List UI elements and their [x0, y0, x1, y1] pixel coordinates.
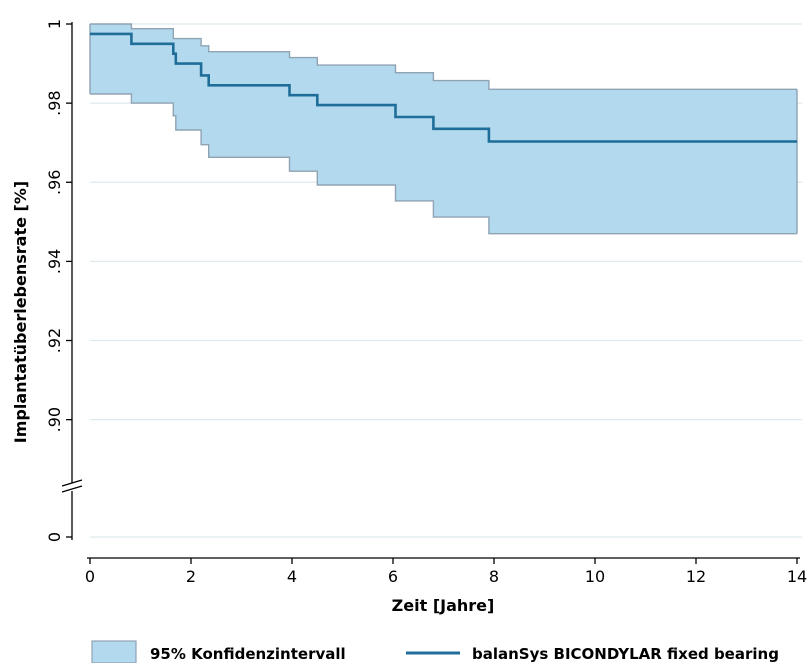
x-tick-label-0: 0	[85, 567, 95, 586]
x-tick-label-3: 6	[388, 567, 398, 586]
y-tick-label-5: 1	[45, 19, 64, 29]
y-tick-label-0: .90	[45, 407, 64, 432]
x-tick-label-4: 8	[489, 567, 499, 586]
survival-line	[90, 32, 797, 143]
x-axis-title: Zeit [Jahre]	[392, 596, 495, 615]
y-tick-label-1: .92	[45, 328, 64, 353]
legend: 95% Konfidenzintervall balanSys BICONDYL…	[91, 640, 779, 663]
x-tick-label-1: 2	[186, 567, 196, 586]
x-tick-label-6: 12	[686, 567, 706, 586]
y-tick-label-4: .98	[45, 90, 64, 115]
y-tick-label-2: .94	[45, 249, 64, 274]
y-axis-break-mark-2	[61, 485, 83, 493]
y-axis-title: Implantatüberlebensrate [%]	[11, 181, 30, 443]
legend-ci-swatch	[91, 640, 137, 663]
x-tick-label-5: 10	[585, 567, 605, 586]
axes	[61, 22, 800, 564]
x-tick-label-2: 4	[287, 567, 297, 586]
x-tick-labels: 0 2 4 6 8 10 12 14	[85, 567, 807, 586]
y-tick-labels: .90 .92 .94 .96 .98 1 0	[45, 19, 64, 542]
y-axis-break-mark-1	[61, 479, 83, 487]
y-tick-label-3: .96	[45, 170, 64, 195]
series-line-0	[90, 32, 797, 143]
legend-ci-label: 95% Konfidenzintervall	[150, 645, 346, 663]
legend-series-label: balanSys BICONDYLAR fixed bearing	[472, 645, 779, 663]
x-tick-label-7: 14	[787, 567, 807, 586]
ci-lower-edge	[90, 93, 797, 235]
ci-upper-edge	[90, 23, 797, 90]
y-tick-label-zero: 0	[45, 532, 64, 542]
